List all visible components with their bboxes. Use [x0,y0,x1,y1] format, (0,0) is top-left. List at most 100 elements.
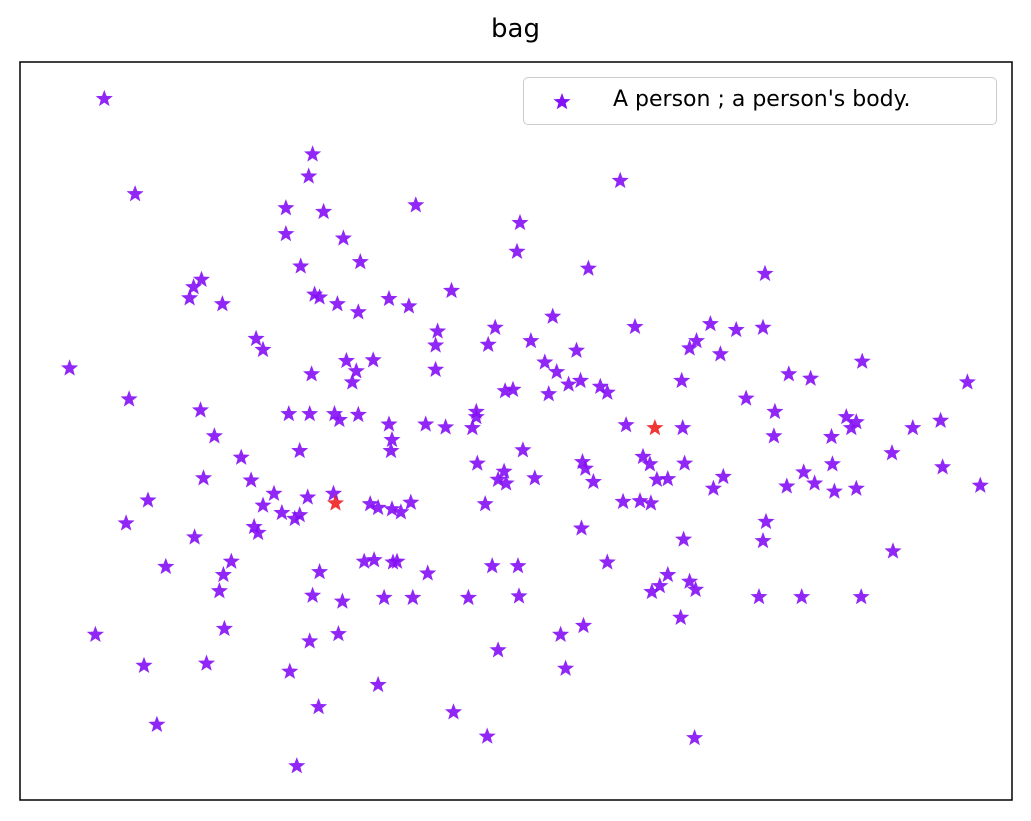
scatter-point [489,641,507,658]
scatter-point [766,402,784,420]
scatter-point [419,564,437,581]
scatter-point [757,512,775,530]
scatter-point [478,727,496,744]
scatter-point [687,580,705,597]
legend-label: A person ; a person's body. [613,87,911,112]
scatter-point [306,285,324,302]
scatter-point [328,295,346,312]
scatter-point [369,675,387,693]
scatter-point [544,307,562,324]
scatter-point [365,551,383,568]
scatter-point [265,484,283,501]
scatter-point [382,441,400,459]
scatter-point [95,89,113,107]
scatter-point [778,477,796,494]
scatter-point [213,295,231,312]
scatter-point [232,448,250,465]
scatter-point [847,479,865,496]
scatter-point [704,479,722,496]
scatter-point [574,616,593,634]
scatter-point [468,454,486,471]
scatter-point [659,470,677,487]
scatter-point [364,351,382,368]
chart-title: bag [491,14,540,44]
scatter-point [806,474,824,491]
scatter-point [648,470,666,487]
scatter-point [793,588,811,605]
scatter-point [286,509,304,527]
scatter-point [598,383,616,400]
scatter-point [222,552,240,569]
scatter-point [194,469,213,486]
scatter-point [675,530,693,547]
scatter-point [126,185,144,202]
scatter-point [242,471,260,488]
scatter-point [291,441,309,459]
scatter-point [552,625,570,642]
scatter-point [631,492,649,509]
scatter-point [714,467,732,485]
scatter-point [310,698,328,715]
scatter-point [823,455,841,472]
scatter-point [333,592,351,609]
scatter-point [483,557,501,574]
scatter-point [508,242,526,259]
scatter-point [651,577,669,594]
scatter-point [614,492,632,510]
scatter-point [315,202,333,220]
scatter-point [380,415,398,432]
scatter-point [304,145,322,162]
scatter-point [573,453,592,470]
points-layer [61,89,989,774]
scatter-point [292,257,310,274]
scatter-point [754,532,772,549]
scatter-point [157,557,175,575]
scatter-point [560,375,578,392]
scatter-point [526,469,544,486]
scatter-point [186,528,204,545]
scatter-point [400,297,418,314]
scatter-point [117,514,135,531]
scatter-point [330,410,348,428]
scatter-point [686,729,704,746]
scatter-point [522,332,540,349]
scatter-point [427,360,445,377]
legend-star-icon [553,93,571,110]
scatter-point [567,341,586,358]
scatter-point [756,264,774,282]
scatter-point [489,470,507,487]
scatter-point [495,462,513,479]
scatter-point [380,289,398,307]
scatter-point [598,553,616,570]
highlight-point [326,494,345,511]
scatter-point [584,472,602,490]
scatter-point [496,382,514,399]
scatter-point [511,213,529,231]
scatter-point [291,506,309,523]
scatter-point [852,588,870,605]
scatter-point [205,427,223,444]
scatter-point [514,441,532,458]
scatter-point [884,542,902,559]
scatter-point [634,447,652,465]
scatter-point [404,588,422,606]
scatter-point [486,318,504,335]
scatter-point [837,408,855,425]
scatter-point [355,552,373,569]
scatter-point [825,482,843,499]
scatter-point [459,588,477,606]
scatter-point [299,488,317,505]
scatter-point [795,463,813,480]
scatter-point [197,654,216,671]
scatter-point [324,484,343,501]
scatter-point [659,565,677,583]
scatter-point [737,389,755,406]
scatter-point [504,380,522,397]
scatter-point [509,557,527,574]
scatter-point [536,353,554,370]
scatter-point [540,385,558,402]
scatter-point [617,416,635,433]
scatter-point [672,608,690,625]
scatter-point [61,359,79,376]
scatter-point [497,474,515,491]
